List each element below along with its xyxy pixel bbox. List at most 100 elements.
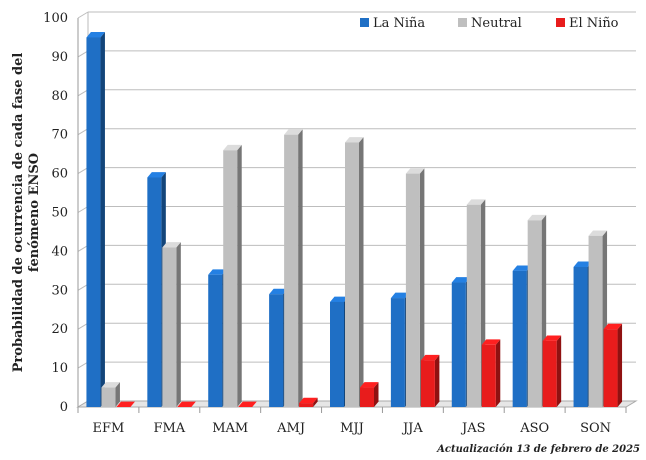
bar-la-ni-a-mam-front: [208, 274, 223, 407]
bar-la-ni-a-amj-front: [269, 294, 284, 407]
legend-item: Neutral: [458, 16, 522, 31]
bar-la-ni-a-mam-top: [208, 269, 227, 275]
bar-la-ni-a-aso-top: [512, 265, 532, 271]
x-category-label: EFM: [93, 421, 125, 436]
gridline-side: [77, 322, 89, 330]
bar-neutral-fma-top: [162, 242, 181, 248]
bar-neutral-amj-front: [284, 134, 299, 407]
bar-neutral-mjj: [345, 137, 364, 408]
legend-label: El Niño: [569, 16, 619, 31]
bar-la-ni-a-mjj-front: [330, 301, 344, 407]
bar-el-ni-o-aso-front: [542, 340, 557, 407]
y-tick-label: 90: [51, 50, 68, 65]
legend-label: Neutral: [471, 16, 522, 31]
bar-el-ni-o-aso-side: [556, 335, 562, 407]
x-category-label: ASO: [519, 421, 549, 436]
y-axis: 0 10 20 30 40 50 60 70 80 90 100: [43, 11, 79, 415]
bar-el-ni-o-mjj-top: [360, 382, 379, 388]
bar-el-ni-o-jas-front: [481, 344, 496, 407]
bar-el-ni-o-jja: [420, 354, 440, 407]
bar-neutral-fma: [162, 242, 181, 407]
bar-el-ni-o-amj-front: [299, 403, 314, 407]
y-tick-label: 10: [51, 361, 68, 376]
bar-la-ni-a-jas-front: [451, 282, 466, 407]
bar-neutral-jja-front: [405, 173, 420, 407]
x-axis: EFM FMA MAM AMJ MJJ JJA JAS ASO SON: [77, 407, 627, 436]
legend-item: La Niña: [360, 16, 425, 31]
bar-el-ni-o-amj: [299, 397, 318, 407]
y-tick-label: 50: [51, 206, 68, 221]
bar-la-ni-a-fma-top: [147, 172, 166, 178]
bar-la-ni-a-efm-front: [86, 37, 101, 407]
y-tick-label: 30: [51, 283, 68, 298]
gridline-side: [77, 128, 89, 136]
bar-neutral-aso-front: [527, 220, 542, 407]
y-tick-label: 0: [60, 400, 68, 415]
bar-el-ni-o-aso-top: [542, 335, 562, 341]
x-category-label: MJJ: [340, 421, 364, 436]
bar-neutral-jja-top: [405, 168, 425, 174]
legend-label: La Niña: [373, 16, 425, 31]
bar-el-ni-o-mjj: [360, 382, 379, 407]
bar-el-ni-o-mjj-front: [360, 387, 374, 407]
bar-neutral-efm: [101, 382, 120, 407]
y-tick-label: 80: [51, 89, 68, 104]
bar-el-ni-o-aso: [542, 335, 562, 407]
y-axis-label: Probabilidad de ocurrencia de cada fase …: [11, 53, 42, 373]
bar-el-ni-o-son-side: [617, 323, 623, 407]
bar-neutral-jas-front: [466, 204, 481, 407]
bar-el-ni-o-mam-top: [238, 401, 257, 407]
bar-neutral-mam-front: [223, 150, 238, 407]
bar-el-ni-o-jas: [481, 339, 501, 407]
gridline-side: [77, 244, 89, 252]
bar-el-ni-o-jja-side: [434, 354, 440, 407]
bar-neutral-efm-side: [115, 382, 120, 407]
x-category-label: AMJ: [276, 421, 305, 436]
bar-el-ni-o-jja-top: [420, 354, 440, 361]
legend: La Niña Neutral El Niño: [360, 16, 619, 31]
bar-la-ni-a-amj-top: [269, 288, 288, 295]
bar-la-ni-a-jja-top: [390, 292, 410, 299]
bar-neutral-efm-top: [101, 382, 120, 388]
bar-la-ni-a-mjj-top: [330, 296, 349, 302]
bar-neutral-aso-top: [527, 214, 547, 221]
bar-el-ni-o-fma: [177, 401, 196, 407]
bar-neutral-son-front: [588, 235, 603, 407]
y-axis-label-line2: fenómeno ENSO: [27, 153, 42, 272]
legend-swatch: [556, 18, 565, 27]
bar-la-ni-a-efm-side: [100, 32, 105, 408]
bar-neutral-fma-front: [162, 247, 177, 407]
y-tick-label: 60: [51, 167, 68, 182]
bar-neutral-son-top: [588, 230, 608, 236]
gridline-side: [77, 283, 89, 291]
bar-neutral-amj: [284, 129, 303, 408]
x-category-label: FMA: [153, 421, 185, 436]
y-tick-label: 20: [51, 322, 68, 337]
x-category-label: MAM: [212, 421, 248, 436]
bar-la-ni-a-efm-top: [86, 32, 105, 38]
bar-la-ni-a-jja-front: [390, 298, 405, 407]
bar-neutral-mjj-top: [345, 137, 364, 143]
bar-neutral-mjj-side: [359, 137, 364, 407]
bar-el-ni-o-amj-top: [299, 397, 318, 404]
bar-neutral-mam: [223, 144, 242, 408]
x-category-label: JJA: [401, 421, 423, 436]
gridline-side: [77, 89, 89, 97]
bar-neutral-jas-top: [466, 199, 486, 205]
gridline-side: [77, 206, 89, 213]
bar-neutral-mjj-front: [345, 142, 359, 408]
bar-neutral-efm-front: [101, 387, 116, 407]
bars: [86, 32, 623, 408]
y-tick-label: 100: [43, 11, 68, 26]
bar-la-ni-a-son-front: [573, 266, 588, 407]
legend-item: El Niño: [556, 16, 619, 31]
bar-el-ni-o-jas-side: [495, 339, 501, 407]
bar-neutral-jja-side: [419, 168, 425, 407]
gridline-side: [77, 167, 89, 175]
legend-swatch: [458, 18, 467, 27]
legend-swatch: [360, 18, 369, 27]
bar-el-ni-o-jas-top: [481, 339, 501, 345]
bar-la-ni-a-fma-front: [147, 177, 162, 407]
bar-el-ni-o-son-top: [603, 323, 623, 330]
